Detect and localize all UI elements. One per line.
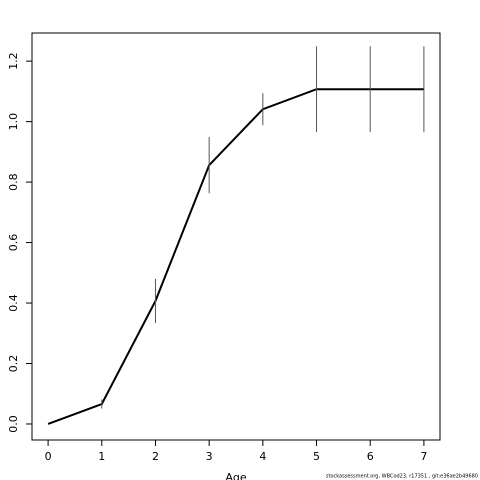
y-tick-label: 1.0 (7, 113, 20, 131)
x-tick-label: 4 (259, 450, 266, 463)
y-tick-label: 1.2 (7, 52, 20, 70)
plot-frame (31, 32, 441, 441)
y-tick-label: 0.6 (7, 234, 20, 252)
series-line (47, 88, 424, 425)
x-tick-label: 7 (420, 450, 427, 463)
x-tick-label: 1 (98, 450, 105, 463)
x-tick-label: 3 (206, 450, 213, 463)
x-axis-label: Age (225, 471, 247, 480)
footnote: stockassessment.org, WBCod23, r17351 , g… (326, 474, 478, 480)
y-tick-label: 0.4 (7, 294, 20, 312)
x-tick-label: 5 (313, 450, 320, 463)
y-tick-label: 0.2 (7, 355, 20, 373)
x-tick-label: 2 (152, 450, 159, 463)
x-tick-label: 6 (367, 450, 374, 463)
y-tick-label: 0.8 (7, 173, 20, 191)
y-tick-label: 0.0 (7, 415, 20, 433)
x-tick-label: 0 (45, 450, 52, 463)
